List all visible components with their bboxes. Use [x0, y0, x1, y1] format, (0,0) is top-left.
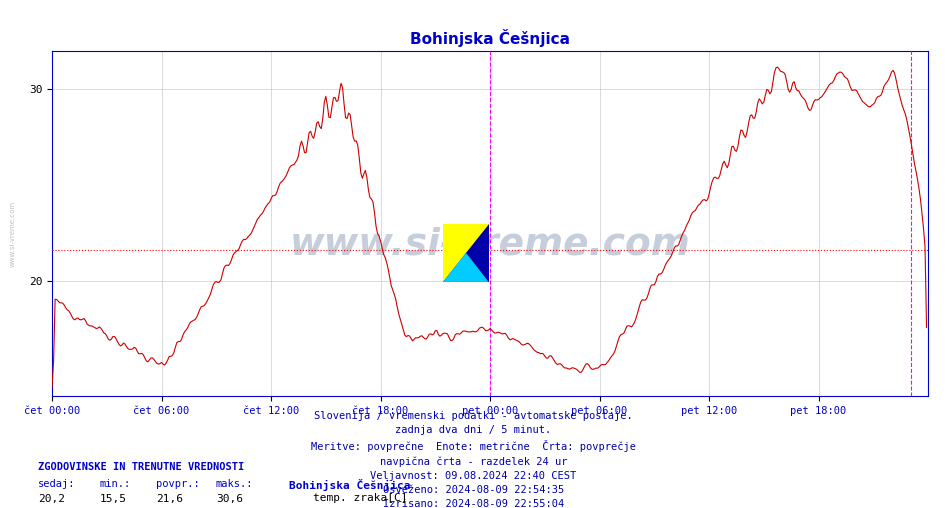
- Text: min.:: min.:: [99, 479, 131, 489]
- Text: Bohinjska Češnjica: Bohinjska Češnjica: [289, 479, 410, 491]
- Text: Slovenija / vremenski podatki - avtomatske postaje.
zadnja dva dni / 5 minut.
Me: Slovenija / vremenski podatki - avtomats…: [311, 411, 636, 508]
- Text: 30,6: 30,6: [216, 494, 243, 504]
- Text: 15,5: 15,5: [99, 494, 127, 504]
- Text: sedaj:: sedaj:: [38, 479, 76, 489]
- Text: maks.:: maks.:: [216, 479, 254, 489]
- Polygon shape: [443, 224, 489, 282]
- Text: 21,6: 21,6: [156, 494, 184, 504]
- Text: ZGODOVINSKE IN TRENUTNE VREDNOSTI: ZGODOVINSKE IN TRENUTNE VREDNOSTI: [38, 462, 244, 472]
- Text: 20,2: 20,2: [38, 494, 65, 504]
- Text: temp. zraka[C]: temp. zraka[C]: [313, 493, 407, 503]
- Text: www.si-vreme.com: www.si-vreme.com: [290, 226, 690, 262]
- Title: Bohinjska Češnjica: Bohinjska Češnjica: [410, 29, 570, 47]
- Text: www.si-vreme.com: www.si-vreme.com: [9, 201, 15, 267]
- Polygon shape: [443, 252, 489, 282]
- Polygon shape: [443, 224, 489, 282]
- Text: povpr.:: povpr.:: [156, 479, 200, 489]
